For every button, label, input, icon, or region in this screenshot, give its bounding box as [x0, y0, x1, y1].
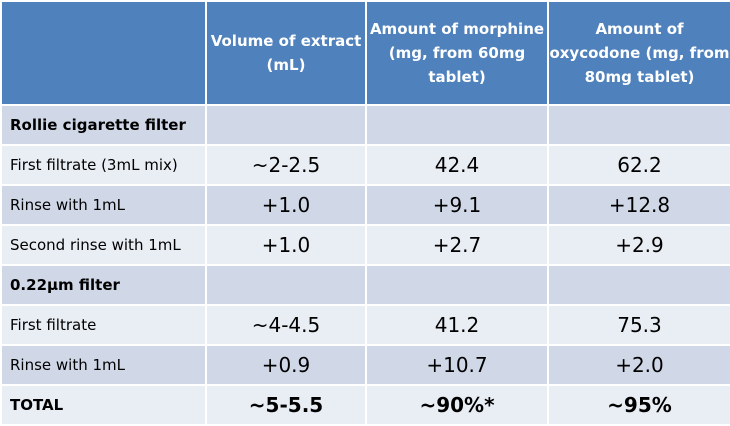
header-corner-cell: [0, 0, 207, 106]
row-label: First filtrate: [0, 304, 207, 346]
cell-volume: +0.9: [205, 344, 367, 386]
cell-morphine: +9.1: [365, 184, 549, 226]
table-row: First filtrate ~4-4.5 41.2 75.3: [0, 304, 730, 346]
table-row: Second rinse with 1mL +1.0 +2.7 +2.9: [0, 224, 730, 266]
total-label: TOTAL: [0, 384, 207, 426]
cell-volume: [205, 264, 367, 306]
cell-volume: +1.0: [205, 184, 367, 226]
cell-morphine: 42.4: [365, 144, 549, 186]
row-label: Rinse with 1mL: [0, 184, 207, 226]
cell-volume: ~2-2.5: [205, 144, 367, 186]
total-oxycodone: ~95%: [547, 384, 730, 426]
cell-oxycodone: [547, 264, 730, 306]
cell-morphine: 41.2: [365, 304, 549, 346]
table-row: Rinse with 1mL +1.0 +9.1 +12.8: [0, 184, 730, 226]
cell-oxycodone: 75.3: [547, 304, 730, 346]
header-morphine: Amount of morphine (mg, from 60mg tablet…: [365, 0, 549, 106]
cell-oxycodone: 62.2: [547, 144, 730, 186]
table-row: Rinse with 1mL +0.9 +10.7 +2.0: [0, 344, 730, 386]
row-label: Second rinse with 1mL: [0, 224, 207, 266]
cell-morphine: [365, 104, 549, 146]
table-row: 0.22µm filter: [0, 264, 730, 306]
total-morphine: ~90%*: [365, 384, 549, 426]
cell-morphine: +2.7: [365, 224, 549, 266]
header-row: Volume of extract (mL) Amount of morphin…: [0, 0, 730, 106]
header-oxycodone: Amount of oxycodone (mg, from 80mg table…: [547, 0, 730, 106]
section-label-rollie: Rollie cigarette filter: [0, 104, 207, 146]
cell-morphine: [365, 264, 549, 306]
cell-oxycodone: +2.0: [547, 344, 730, 386]
cell-oxycodone: [547, 104, 730, 146]
cell-volume: [205, 104, 367, 146]
cell-volume: +1.0: [205, 224, 367, 266]
cell-oxycodone: +12.8: [547, 184, 730, 226]
row-label: Rinse with 1mL: [0, 344, 207, 386]
total-volume: ~5-5.5: [205, 384, 367, 426]
cell-morphine: +10.7: [365, 344, 549, 386]
section-label-filter: 0.22µm filter: [0, 264, 207, 306]
cell-oxycodone: +2.9: [547, 224, 730, 266]
cell-volume: ~4-4.5: [205, 304, 367, 346]
table-row: First filtrate (3mL mix) ~2-2.5 42.4 62.…: [0, 144, 730, 186]
header-volume: Volume of extract (mL): [205, 0, 367, 106]
table-row: Rollie cigarette filter: [0, 104, 730, 146]
row-label: First filtrate (3mL mix): [0, 144, 207, 186]
total-row: TOTAL ~5-5.5 ~90%* ~95%: [0, 384, 730, 426]
